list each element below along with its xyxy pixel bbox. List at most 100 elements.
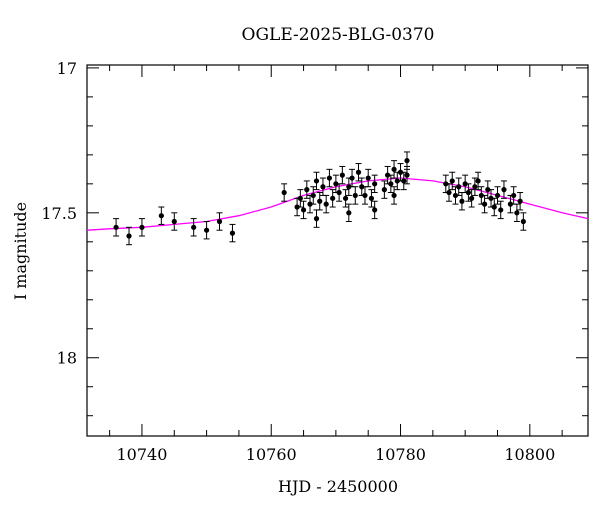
- data-marker: [401, 178, 407, 184]
- data-marker: [171, 218, 177, 225]
- data-point: [403, 165, 410, 185]
- data-point: [478, 186, 485, 205]
- data-marker: [126, 233, 132, 239]
- data-marker: [456, 184, 462, 190]
- data-marker: [139, 224, 145, 230]
- data-marker: [388, 181, 394, 187]
- data-marker: [381, 187, 387, 193]
- minor-ticks: [87, 65, 588, 436]
- data-marker: [469, 195, 475, 201]
- data-point: [481, 194, 488, 214]
- x-tick-labels: 10740 10760 10780 10800: [116, 445, 555, 464]
- data-point: [313, 171, 320, 191]
- data-point: [397, 163, 404, 182]
- data-marker: [317, 198, 323, 204]
- data-point: [329, 189, 336, 208]
- data-point: [216, 212, 223, 231]
- data-point: [358, 177, 365, 196]
- data-marker: [404, 172, 410, 178]
- data-point: [355, 163, 362, 182]
- data-marker: [323, 201, 329, 207]
- data-point: [352, 186, 359, 205]
- data-marker: [478, 192, 484, 199]
- y-tick-label: 18: [57, 349, 77, 368]
- chart-title: OGLE-2025-BLG-0370: [242, 25, 435, 45]
- data-point: [455, 177, 462, 196]
- data-marker: [368, 195, 375, 201]
- data-point: [371, 200, 378, 220]
- data-marker: [462, 181, 468, 187]
- data-marker: [216, 218, 223, 225]
- data-point: [381, 180, 388, 199]
- data-marker: [494, 192, 501, 199]
- data-marker: [333, 181, 339, 187]
- data-marker: [446, 189, 452, 196]
- data-marker: [452, 192, 459, 199]
- data-point: [391, 186, 398, 205]
- data-point: [300, 200, 307, 220]
- data-marker: [349, 175, 355, 181]
- data-point: [484, 180, 491, 199]
- data-marker: [342, 195, 349, 201]
- data-marker: [352, 192, 358, 199]
- data-marker: [304, 187, 310, 193]
- data-marker: [391, 192, 397, 199]
- data-marker: [475, 178, 481, 184]
- data-point: [371, 174, 378, 194]
- data-point: [471, 177, 478, 196]
- data-point: [345, 203, 352, 223]
- data-marker: [511, 192, 517, 199]
- data-marker: [113, 224, 119, 230]
- data-marker: [397, 169, 404, 175]
- data-point: [507, 194, 514, 214]
- data-marker: [485, 187, 491, 193]
- data-point: [465, 183, 472, 202]
- data-marker: [514, 210, 520, 216]
- data-point: [384, 165, 391, 185]
- data-point: [113, 218, 120, 237]
- data-point: [342, 189, 349, 208]
- data-marker: [481, 201, 488, 207]
- y-tick-label: 17: [57, 59, 77, 78]
- data-marker: [491, 204, 497, 210]
- data-point: [513, 203, 520, 223]
- x-tick-label: 10740: [116, 445, 167, 464]
- data-marker: [294, 204, 300, 210]
- data-marker: [394, 178, 400, 184]
- data-marker: [520, 218, 526, 225]
- data-point: [138, 218, 145, 237]
- data-marker: [365, 175, 371, 181]
- data-point: [520, 212, 527, 231]
- data-point: [475, 171, 482, 191]
- data-marker: [498, 207, 504, 213]
- y-tick-label: 17.5: [41, 204, 77, 223]
- data-point: [297, 189, 304, 208]
- y-tick-labels: 17 17.5 18: [41, 59, 77, 368]
- data-marker: [391, 166, 397, 172]
- data-point: [203, 221, 210, 240]
- data-marker: [339, 172, 345, 178]
- data-marker: [203, 227, 210, 233]
- data-point: [517, 192, 524, 211]
- data-point: [339, 165, 346, 185]
- data-marker: [307, 201, 313, 207]
- data-point: [510, 186, 517, 205]
- data-point: [303, 180, 310, 199]
- data-marker: [355, 169, 362, 175]
- data-marker: [472, 184, 478, 190]
- data-marker: [310, 192, 316, 199]
- data-point: [313, 209, 320, 228]
- x-tick-label: 10800: [504, 445, 555, 464]
- data-marker: [346, 184, 352, 190]
- data-marker: [449, 178, 455, 184]
- data-marker: [300, 207, 307, 213]
- data-point: [190, 218, 197, 237]
- data-point: [310, 186, 317, 205]
- data-point: [394, 171, 401, 191]
- data-marker: [229, 230, 236, 236]
- x-axis-label: HJD - 2450000: [278, 477, 398, 496]
- data-marker: [313, 216, 320, 222]
- data-point: [500, 180, 507, 199]
- data-point: [458, 192, 465, 211]
